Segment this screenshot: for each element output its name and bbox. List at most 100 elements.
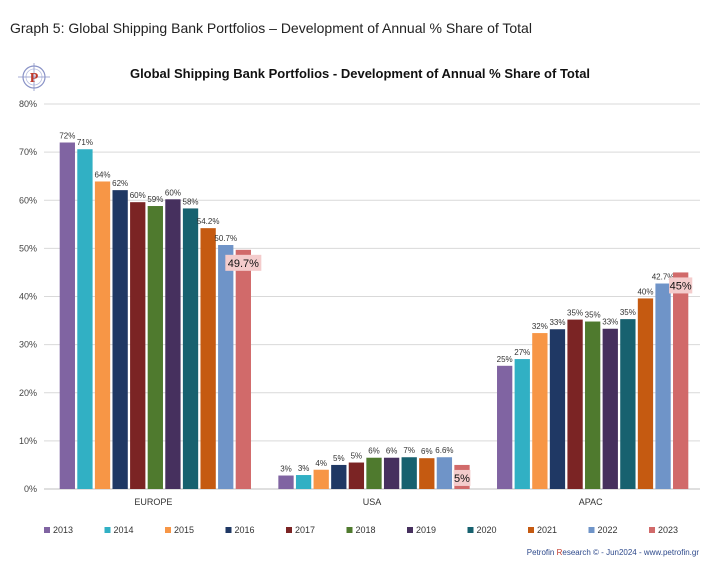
- data-label: 33%: [602, 318, 618, 327]
- y-tick-label: 80%: [19, 99, 37, 109]
- chart-title: Global Shipping Bank Portfolios - Develo…: [130, 66, 590, 81]
- highlight-label-bg: [669, 277, 693, 294]
- legend-swatch-2015: [165, 527, 171, 533]
- data-label: 5%: [333, 454, 345, 463]
- bar-2013-apac: [497, 365, 513, 489]
- bar-2022-europe: [218, 245, 234, 489]
- data-label: 35%: [567, 309, 583, 318]
- data-label: 50.7%: [214, 234, 237, 243]
- x-category-label: USA: [363, 497, 382, 507]
- legend-swatch-2021: [528, 527, 534, 533]
- bar-2014-usa: [295, 475, 312, 489]
- data-label: 5%: [351, 452, 363, 461]
- credit-text: Petrofin Research © - Jun2024 - www.petr…: [526, 548, 699, 557]
- data-label: 27%: [514, 348, 530, 357]
- legend-label-2019: 2019: [416, 525, 436, 535]
- bar-2017-europe: [130, 202, 146, 490]
- bar-2013-usa: [278, 475, 294, 489]
- data-label: 35%: [585, 311, 601, 320]
- bar-2018-europe: [147, 206, 163, 489]
- legend-swatch-2020: [467, 527, 474, 533]
- bar-2016-apac: [549, 329, 566, 489]
- data-label: 35%: [620, 308, 636, 317]
- data-label: 54.2%: [197, 217, 220, 226]
- bar-2021-usa: [419, 458, 435, 489]
- data-label: 7%: [403, 446, 415, 455]
- y-tick-label: 70%: [19, 147, 37, 157]
- bar-2021-apac: [637, 298, 654, 489]
- data-label: 59%: [147, 195, 163, 204]
- x-category-label: EUROPE: [134, 497, 172, 507]
- legend-label-2013: 2013: [53, 525, 73, 535]
- legend-label-2017: 2017: [295, 525, 315, 535]
- bar-2022-usa: [436, 457, 453, 489]
- bar-2023-apac: [673, 272, 689, 489]
- legend-swatch-2019: [407, 527, 413, 533]
- legend-swatch-2023: [649, 527, 655, 533]
- bar-2016-usa: [331, 464, 347, 489]
- bar-2019-apac: [602, 328, 618, 489]
- data-label: 58%: [183, 197, 199, 206]
- data-label: 72%: [59, 132, 75, 141]
- data-label: 33%: [549, 318, 565, 327]
- legend-swatch-2014: [104, 527, 111, 533]
- y-tick-label: 30%: [19, 340, 37, 350]
- x-category-label: APAC: [579, 497, 603, 507]
- data-label: 49.7%: [228, 258, 259, 270]
- legend-swatch-2016: [225, 527, 232, 533]
- legend-swatch-2018: [346, 527, 353, 533]
- legend-label-2023: 2023: [658, 525, 678, 535]
- y-tick-label: 0%: [24, 484, 37, 494]
- highlight-label-bg: [225, 254, 262, 271]
- legend-label-2015: 2015: [174, 525, 194, 535]
- legend-label-2018: 2018: [356, 525, 376, 535]
- data-label: 5%: [454, 473, 470, 485]
- data-label: 6.6%: [435, 446, 453, 455]
- highlight-label-bg: [453, 469, 471, 486]
- data-label: 6%: [386, 447, 398, 456]
- data-label: 62%: [112, 179, 128, 188]
- y-tick-label: 50%: [19, 243, 37, 253]
- y-tick-label: 20%: [19, 388, 37, 398]
- data-label: 6%: [421, 447, 433, 456]
- legend-swatch-2017: [286, 527, 292, 533]
- y-tick-label: 40%: [19, 292, 37, 302]
- svg-text:P: P: [30, 71, 39, 86]
- data-label: 6%: [368, 447, 380, 456]
- bar-2014-europe: [77, 149, 93, 490]
- data-label: 60%: [165, 188, 181, 197]
- legend-swatch-2013: [44, 527, 50, 533]
- bar-2016-europe: [112, 190, 128, 490]
- bar-2014-apac: [514, 359, 530, 489]
- bar-2015-apac: [532, 333, 548, 489]
- legend-swatch-2022: [588, 527, 595, 533]
- graph-caption: Graph 5: Global Shipping Bank Portfolios…: [10, 20, 532, 36]
- legend-label-2016: 2016: [235, 525, 255, 535]
- bar-2017-apac: [567, 319, 583, 489]
- bar-2020-apac: [620, 319, 636, 489]
- data-label: 4%: [315, 459, 327, 468]
- legend-label-2021: 2021: [537, 525, 557, 535]
- bar-2023-europe: [235, 249, 251, 489]
- data-label: 60%: [130, 191, 146, 200]
- y-tick-label: 10%: [19, 436, 37, 446]
- data-label: 40%: [637, 287, 653, 296]
- bar-2020-europe: [182, 208, 199, 489]
- bar-2020-usa: [401, 457, 417, 489]
- bar-2018-apac: [585, 321, 601, 489]
- bar-2017-usa: [348, 462, 365, 489]
- data-label: 25%: [497, 355, 513, 364]
- bar-2019-europe: [165, 199, 181, 489]
- bar-2013-europe: [59, 142, 75, 489]
- bar-2022-apac: [655, 283, 671, 489]
- bar-2015-usa: [313, 469, 329, 489]
- bar-2019-usa: [383, 457, 400, 489]
- petrofin-logo-icon: P: [18, 63, 50, 91]
- data-label: 71%: [77, 138, 93, 147]
- data-label: 42.7%: [652, 273, 675, 282]
- bar-2021-europe: [200, 228, 216, 489]
- data-label: 3%: [298, 464, 310, 473]
- data-label: 3%: [280, 465, 292, 474]
- data-label: 32%: [532, 322, 548, 331]
